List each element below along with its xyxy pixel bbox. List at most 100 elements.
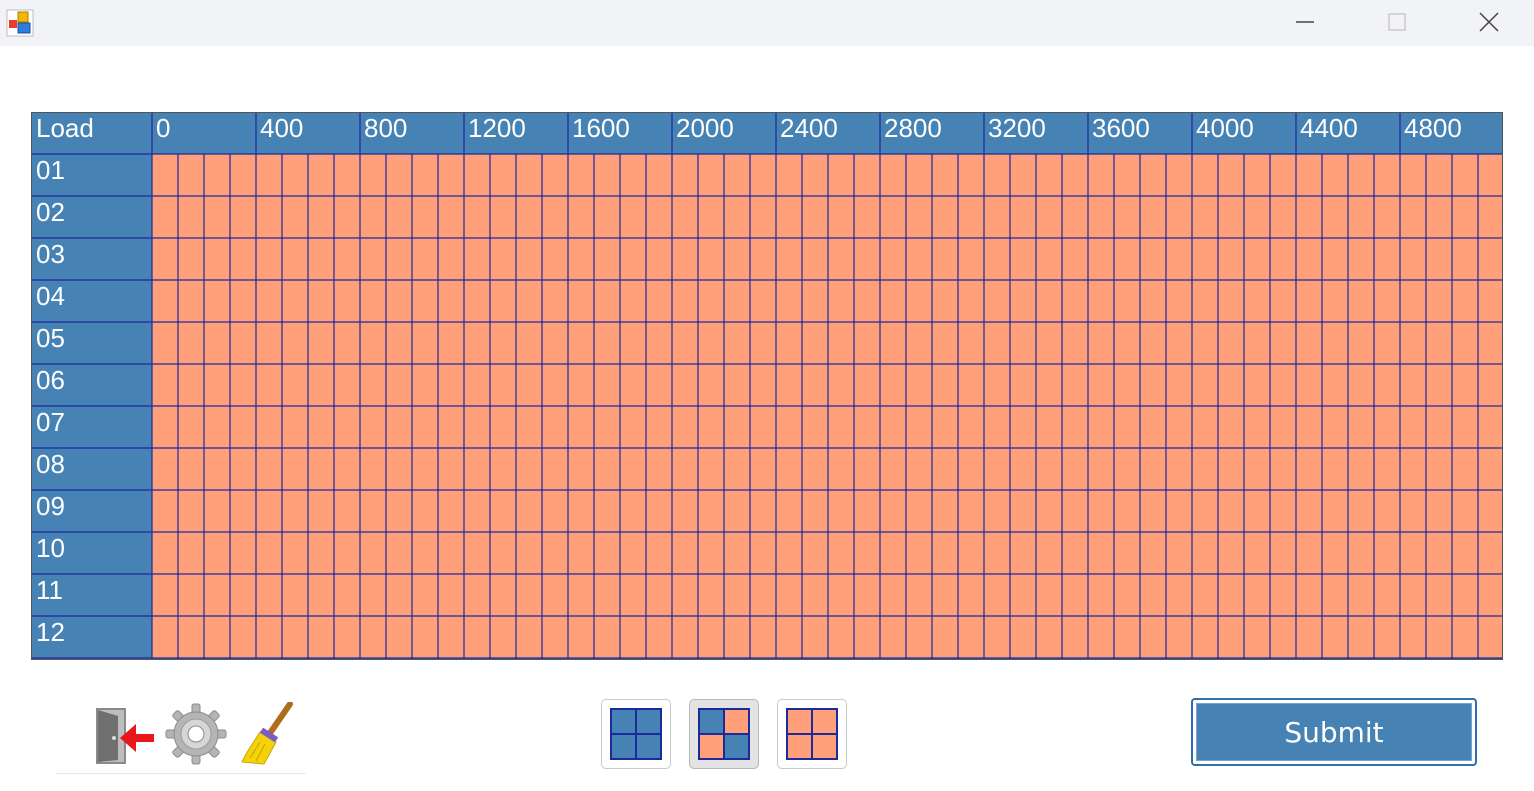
grid-cell[interactable] [1062,532,1088,574]
grid-cell[interactable] [204,406,230,448]
grid-cell[interactable] [1036,490,1062,532]
grid-cell[interactable] [516,196,542,238]
grid-cell[interactable] [854,574,880,616]
grid-cell[interactable] [230,154,256,196]
grid-cell[interactable] [1192,616,1218,658]
grid-cell[interactable] [386,616,412,658]
grid-cell[interactable] [490,280,516,322]
grid-cell[interactable] [412,448,438,490]
gear-icon[interactable] [164,702,228,766]
grid-cell[interactable] [178,406,204,448]
grid-cell[interactable] [386,322,412,364]
grid-cell[interactable] [776,616,802,658]
grid-cell[interactable] [334,238,360,280]
grid-cell[interactable] [1218,364,1244,406]
grid-cell[interactable] [1218,322,1244,364]
grid-cell[interactable] [542,154,568,196]
grid-cell[interactable] [594,574,620,616]
grid-cell[interactable] [1270,574,1296,616]
grid-cell[interactable] [724,196,750,238]
grid-cell[interactable] [750,574,776,616]
grid-cell[interactable] [776,448,802,490]
grid-cell[interactable] [984,364,1010,406]
grid-cell[interactable] [984,616,1010,658]
grid-cell[interactable] [1322,616,1348,658]
grid-cell[interactable] [438,490,464,532]
grid-cell[interactable] [1062,154,1088,196]
grid-cell[interactable] [1062,280,1088,322]
grid-cell[interactable] [1010,238,1036,280]
grid-cell[interactable] [1114,322,1140,364]
grid-cell[interactable] [1244,364,1270,406]
grid-cell[interactable] [1426,238,1452,280]
grid-cell[interactable] [802,532,828,574]
grid-cell[interactable] [698,490,724,532]
grid-cell[interactable] [386,238,412,280]
grid-cell[interactable] [1400,490,1426,532]
grid-cell[interactable] [750,532,776,574]
grid-cell[interactable] [1166,154,1192,196]
grid-cell[interactable] [1114,364,1140,406]
grid-cell[interactable] [1062,406,1088,448]
grid-cell[interactable] [1374,532,1400,574]
grid-cell[interactable] [256,196,282,238]
grid-cell[interactable] [1218,532,1244,574]
grid-cell[interactable] [204,616,230,658]
grid-cell[interactable] [438,322,464,364]
grid-cell[interactable] [1322,364,1348,406]
grid-cell[interactable] [282,364,308,406]
grid-cell[interactable] [776,364,802,406]
grid-cell[interactable] [516,322,542,364]
grid-cell[interactable] [256,574,282,616]
grid-cell[interactable] [1322,406,1348,448]
grid-cell[interactable] [1166,238,1192,280]
grid-cell[interactable] [334,406,360,448]
grid-cell[interactable] [984,196,1010,238]
grid-cell[interactable] [412,322,438,364]
grid-cell[interactable] [490,322,516,364]
grid-cell[interactable] [1348,532,1374,574]
grid-cell[interactable] [1114,196,1140,238]
grid-cell[interactable] [204,364,230,406]
grid-cell[interactable] [334,574,360,616]
grid-cell[interactable] [854,490,880,532]
grid-cell[interactable] [594,322,620,364]
grid-cell[interactable] [1452,574,1478,616]
grid-cell[interactable] [1114,490,1140,532]
grid-cell[interactable] [568,238,594,280]
grid-cell[interactable] [1322,154,1348,196]
grid-cell[interactable] [802,364,828,406]
grid-cell[interactable] [152,154,178,196]
grid-cell[interactable] [1166,616,1192,658]
grid-cell[interactable] [568,196,594,238]
grid-cell[interactable] [1166,406,1192,448]
grid-cell[interactable] [932,490,958,532]
grid-cell[interactable] [412,238,438,280]
grid-cell[interactable] [1478,490,1503,532]
grid-cell[interactable] [776,238,802,280]
grid-cell[interactable] [152,322,178,364]
grid-cell[interactable] [750,196,776,238]
grid-cell[interactable] [334,196,360,238]
grid-cell[interactable] [438,238,464,280]
grid-cell[interactable] [620,532,646,574]
grid-cell[interactable] [1452,196,1478,238]
grid-cell[interactable] [646,490,672,532]
grid-cell[interactable] [178,196,204,238]
grid-cell[interactable] [1192,364,1218,406]
exit-door-icon[interactable] [92,702,156,766]
grid-cell[interactable] [984,532,1010,574]
grid-cell[interactable] [776,532,802,574]
grid-cell[interactable] [1322,280,1348,322]
grid-cell[interactable] [1062,238,1088,280]
grid-cell[interactable] [1270,280,1296,322]
grid-cell[interactable] [1452,490,1478,532]
grid-cell[interactable] [724,154,750,196]
grid-cell[interactable] [438,154,464,196]
grid-cell[interactable] [906,490,932,532]
grid-cell[interactable] [568,406,594,448]
grid-cell[interactable] [1036,574,1062,616]
grid-cell[interactable] [932,322,958,364]
grid-cell[interactable] [464,574,490,616]
grid-cell[interactable] [776,490,802,532]
